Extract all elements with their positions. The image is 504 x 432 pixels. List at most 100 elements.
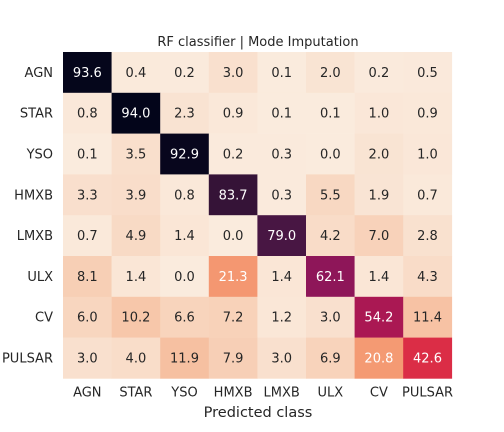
- heatmap-cell: [63, 133, 112, 175]
- cell-value-label: 4.2: [320, 229, 341, 244]
- cell-value-label: 3.0: [77, 352, 98, 367]
- heatmap-cell: [160, 133, 210, 175]
- cell-value-label: 21.3: [219, 270, 248, 285]
- cell-value-label: 62.1: [316, 270, 345, 285]
- cell-value-label: 7.2: [223, 311, 244, 326]
- heatmap-cell: [403, 256, 453, 298]
- heatmap-cell: [63, 92, 112, 134]
- cell-value-label: 3.9: [126, 188, 147, 203]
- cell-value-label: 0.1: [271, 66, 292, 81]
- x-tick-label: ULX: [317, 385, 343, 400]
- cell-value-label: 1.2: [271, 311, 292, 326]
- heatmap-cell: [354, 174, 404, 216]
- cell-value-label: 0.2: [369, 66, 390, 81]
- cell-value-label: 8.1: [77, 270, 98, 285]
- heatmap-cell: [208, 92, 258, 134]
- y-tick-label: PULSAR: [2, 352, 53, 367]
- heatmap-cell: [63, 296, 112, 338]
- heatmap-cell: [257, 52, 307, 94]
- y-tick-label: AGN: [25, 66, 53, 81]
- cell-value-label: 1.9: [369, 188, 390, 203]
- heatmap-cell: [111, 92, 161, 134]
- cell-value-label: 1.0: [369, 107, 390, 122]
- heatmap-cell: [403, 337, 453, 379]
- heatmap-cell: [306, 133, 355, 175]
- cell-value-label: 5.5: [320, 188, 341, 203]
- heatmap-cell: [354, 92, 404, 134]
- x-tick-label: CV: [370, 385, 388, 400]
- cell-value-label: 0.9: [223, 107, 244, 122]
- heatmap-cell: [306, 337, 355, 379]
- cell-value-label: 2.3: [174, 107, 195, 122]
- cell-value-label: 10.2: [121, 311, 150, 326]
- x-axis-label: Predicted class: [204, 405, 313, 421]
- x-tick-label: HMXB: [214, 385, 253, 400]
- cell-value-label: 0.0: [223, 229, 244, 244]
- heatmap-cell: [160, 296, 210, 338]
- y-tick-label: HMXB: [14, 188, 53, 203]
- heatmap-cell: [257, 133, 307, 175]
- cell-value-label: 94.0: [121, 107, 150, 122]
- cell-value-label: 6.9: [320, 352, 341, 367]
- cell-value-label: 4.0: [126, 352, 147, 367]
- heatmap-cell: [63, 174, 112, 216]
- heatmap-cell: [208, 337, 258, 379]
- heatmap-cell: [111, 337, 161, 379]
- heatmap-cell: [111, 215, 161, 257]
- cell-value-label: 0.8: [174, 188, 195, 203]
- cell-value-label: 7.9: [223, 352, 244, 367]
- x-tick-label: STAR: [119, 385, 152, 400]
- heatmap-cell: [403, 296, 453, 338]
- y-tick-label: STAR: [20, 107, 53, 122]
- heatmap-cell: [257, 337, 307, 379]
- x-tick-label: LMXB: [264, 385, 300, 400]
- cell-value-label: 3.0: [223, 66, 244, 81]
- heatmap-cell: [63, 215, 112, 257]
- y-tick-label: CV: [35, 311, 53, 326]
- cell-value-label: 2.8: [417, 229, 438, 244]
- heatmap-cell: [403, 133, 453, 175]
- heatmap-cell: [160, 92, 210, 134]
- heatmap-cell: [208, 133, 258, 175]
- cell-value-label: 0.5: [417, 66, 438, 81]
- cell-value-label: 0.7: [77, 229, 98, 244]
- heatmap-cell: [306, 215, 355, 257]
- cell-value-label: 0.1: [320, 107, 341, 122]
- heatmap-cell: [257, 256, 307, 298]
- cell-value-label: 0.7: [417, 188, 438, 203]
- cell-value-label: 0.0: [174, 270, 195, 285]
- y-tick-label: ULX: [27, 270, 53, 285]
- y-tick-label: YSO: [26, 148, 53, 163]
- heatmap-cell: [257, 296, 307, 338]
- cell-value-label: 0.1: [77, 148, 98, 163]
- x-tick-labels: AGN STAR YSO HMXB LMXB ULX CV PULSAR: [73, 385, 453, 400]
- heatmap-cell: [208, 256, 258, 298]
- heatmap-cell: [306, 52, 355, 94]
- chart-title: RF classifier | Mode Imputation: [157, 35, 358, 50]
- cell-value-label: 4.3: [417, 270, 438, 285]
- heatmap-cell: [111, 256, 161, 298]
- heatmap-cell: [403, 92, 453, 134]
- heatmap-cell: [208, 52, 258, 94]
- x-tick-label: YSO: [170, 385, 197, 400]
- cell-value-label: 1.4: [369, 270, 390, 285]
- heatmap-cell: [306, 296, 355, 338]
- heatmap-cell: [354, 256, 404, 298]
- cell-value-label: 3.5: [126, 148, 147, 163]
- heatmap-cell: [403, 174, 453, 216]
- cell-value-label: 1.4: [271, 270, 292, 285]
- cell-value-label: 0.1: [271, 107, 292, 122]
- cell-value-label: 7.0: [369, 229, 390, 244]
- y-tick-labels: AGN STAR YSO HMXB LMXB ULX CV PULSAR: [2, 66, 53, 367]
- cell-value-label: 0.8: [77, 107, 98, 122]
- heatmap-cell: [354, 337, 404, 379]
- cell-value-label: 4.9: [126, 229, 147, 244]
- heatmap-cell: [63, 256, 112, 298]
- heatmap-cell: [160, 337, 210, 379]
- heatmap-cell: [354, 52, 404, 94]
- cell-value-label: 3.0: [271, 352, 292, 367]
- heatmap-cell: [111, 174, 161, 216]
- heatmap-cell: [403, 215, 453, 257]
- heatmap-cell: [306, 174, 355, 216]
- cell-value-label: 20.8: [364, 352, 393, 367]
